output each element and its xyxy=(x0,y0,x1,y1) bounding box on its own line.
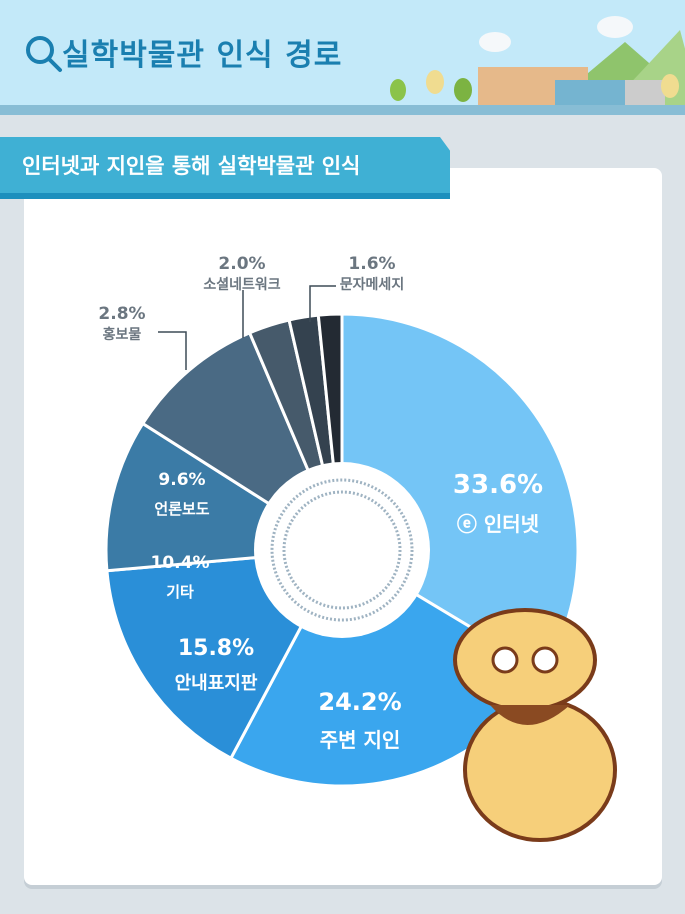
slice-label-5: 2.8% 홍보물 xyxy=(98,304,145,344)
slice-category: 기타 xyxy=(166,583,194,601)
seal-ring xyxy=(270,478,414,622)
slice-label-6: 2.0% 소셜네트워크 xyxy=(203,254,280,294)
slice-label-7: 1.6% 문자메세지 xyxy=(340,254,404,294)
banner-text: 인터넷과 지인을 통해 실학박물관 인식 xyxy=(22,154,361,178)
slice-category: 안내표지판 xyxy=(174,673,258,694)
slice-category: 소셜네트워크 xyxy=(203,277,281,293)
slice-percent: 15.8% xyxy=(177,636,255,661)
slice-category: ⓔ 인터넷 xyxy=(456,512,540,536)
header-banner xyxy=(0,0,685,105)
slice-percent: 1.6% xyxy=(348,254,396,274)
slice-label-1: 24.2% 주변 지인 xyxy=(318,688,401,753)
donut-hole-seal xyxy=(254,462,430,638)
page-title: 실학박물관 인식 경로 xyxy=(62,38,343,73)
slice-percent: 2.8% xyxy=(98,304,146,324)
slice-label-4: 9.6% 언론보도 xyxy=(154,470,209,519)
leader-line-2 xyxy=(309,285,336,322)
banner-ribbon xyxy=(0,137,450,199)
slice-percent: 10.4% xyxy=(150,553,210,573)
slice-percent: 33.6% xyxy=(452,470,544,500)
leader-line-0 xyxy=(158,331,187,370)
slice-category: 주변 지인 xyxy=(319,728,401,752)
seal-ring xyxy=(282,490,402,610)
slice-label-2: 15.8% 안내표지판 xyxy=(175,636,258,695)
lion-mascot-illustration xyxy=(453,608,617,842)
search-icon xyxy=(26,36,62,72)
slice-percent: 2.0% xyxy=(218,254,266,274)
slice-percent: 9.6% xyxy=(158,470,206,490)
slice-label-3: 10.4% 기타 xyxy=(151,553,210,602)
slice-category: 홍보물 xyxy=(102,327,142,343)
slice-label-0: 33.6% ⓔ 인터넷 xyxy=(453,470,543,537)
slice-percent: 24.2% xyxy=(318,688,402,716)
museum-illustration xyxy=(390,16,685,105)
slice-category: 문자메세지 xyxy=(339,277,405,293)
slice-category: 언론보도 xyxy=(154,500,210,518)
ground-strip xyxy=(0,105,685,115)
